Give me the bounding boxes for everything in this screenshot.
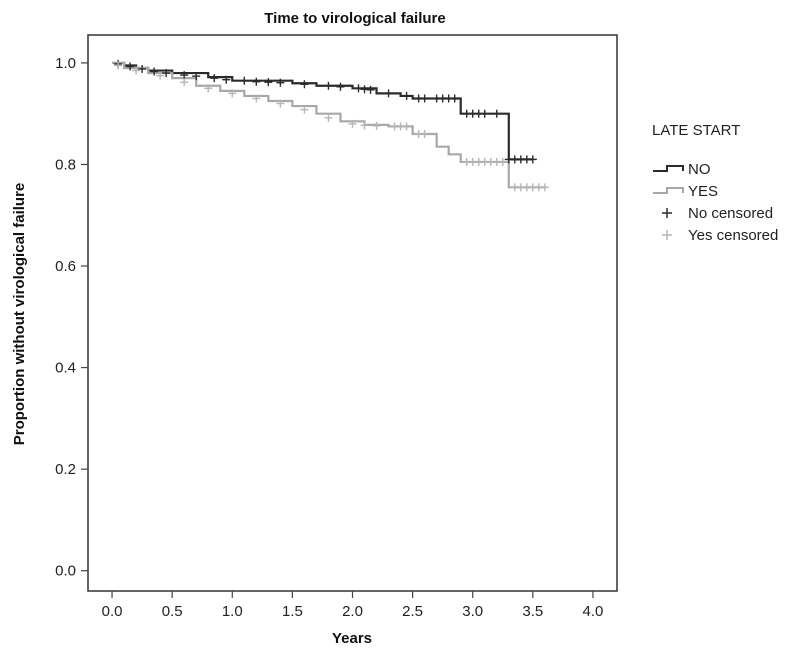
no-censored-mark — [240, 76, 249, 85]
no-censored-mark — [324, 81, 333, 90]
y-tick-label: 1.0 — [55, 55, 76, 72]
censor-marks-group — [114, 59, 549, 192]
no-censored-mark — [162, 69, 171, 78]
no-censored-mark — [300, 80, 309, 89]
no-censored-mark — [366, 85, 375, 94]
y-axis-title: Proportion without virological failure — [11, 183, 28, 446]
x-axis-title: Years — [332, 630, 372, 647]
no-censored-mark — [492, 109, 501, 118]
yes-censored-mark — [348, 119, 357, 128]
yes-censored-mark — [228, 89, 237, 98]
yes-censored-mark — [498, 157, 507, 166]
no-censored-mark — [210, 74, 219, 83]
legend-title: LATE START — [652, 122, 740, 139]
no-censored-mark — [450, 94, 459, 103]
no-censored-mark — [252, 77, 261, 86]
yes-censored-mark — [300, 105, 309, 114]
yes-censored-mark — [360, 121, 369, 130]
yes-censored-mark — [132, 66, 141, 75]
y-tick-label: 0.0 — [55, 563, 76, 580]
yes-censored-mark — [402, 122, 411, 131]
no-censored-mark — [276, 78, 285, 87]
no-censored-mark — [402, 91, 411, 100]
x-tick-label: 4.0 — [583, 603, 604, 620]
no-censored-mark — [126, 62, 135, 71]
yes-censored-mark — [540, 183, 549, 192]
y-tick-label: 0.8 — [55, 156, 76, 173]
legend-label: No censored — [688, 205, 773, 222]
y-tick-label: 0.2 — [55, 461, 76, 478]
yes-censored-mark — [420, 130, 429, 139]
legend-swatch-line — [653, 165, 684, 172]
x-tick-label: 0.0 — [102, 603, 123, 620]
yes-censored-mark — [180, 78, 189, 87]
yes-censored-mark — [156, 71, 165, 80]
plot-area-frame — [87, 34, 618, 592]
no-censored-mark — [192, 72, 201, 81]
yes-censored-mark — [252, 94, 261, 103]
no-censored-mark — [336, 82, 345, 91]
legend-item-no: NO — [653, 161, 711, 178]
no-censored-mark — [264, 78, 273, 87]
no-censored-mark — [480, 109, 489, 118]
yes-censored-mark — [114, 61, 123, 70]
y-tick-label: 0.6 — [55, 258, 76, 275]
x-tick-label: 3.0 — [462, 603, 483, 620]
no-censored-mark — [384, 89, 393, 98]
legend-label: NO — [688, 161, 711, 178]
legend-swatch-line — [653, 187, 684, 194]
x-tick-label: 0.5 — [162, 603, 183, 620]
x-tick-label: 3.5 — [522, 603, 543, 620]
yes-censored-mark — [276, 99, 285, 108]
no-censored-mark — [420, 94, 429, 103]
no-censored-mark — [150, 67, 159, 76]
yes-censored-mark — [324, 113, 333, 122]
x-tick-label: 1.0 — [222, 603, 243, 620]
x-tick-label: 1.5 — [282, 603, 303, 620]
chart-title: Time to virological failure — [264, 10, 445, 27]
x-tick-label: 2.5 — [402, 603, 423, 620]
yes-censored-mark — [204, 84, 213, 93]
legend-item-no-censored: No censored — [662, 205, 773, 222]
no-censored-mark — [138, 65, 147, 74]
survival-curve-yes — [112, 61, 545, 189]
no-censored-mark — [222, 75, 231, 84]
legend-item-yes-censored: Yes censored — [662, 227, 778, 244]
series-group — [112, 61, 545, 189]
legend-label: YES — [688, 183, 718, 200]
no-censored-mark — [354, 84, 363, 93]
legend: LATE START NO YES No censored Yes censored — [652, 122, 778, 244]
legend-item-yes: YES — [653, 183, 718, 200]
y-tick-label: 0.4 — [55, 360, 76, 377]
yes-censored-mark — [372, 121, 381, 130]
x-tick-label: 2.0 — [342, 603, 363, 620]
legend-label: Yes censored — [688, 227, 778, 244]
no-censored-mark — [180, 71, 189, 80]
axes-group: 0.0 0.5 1.0 1.5 2.0 2.5 3.0 3.5 4.0 0.0 0.2 0.4 0.6 0… — [55, 55, 603, 620]
no-censored-mark — [528, 155, 537, 164]
